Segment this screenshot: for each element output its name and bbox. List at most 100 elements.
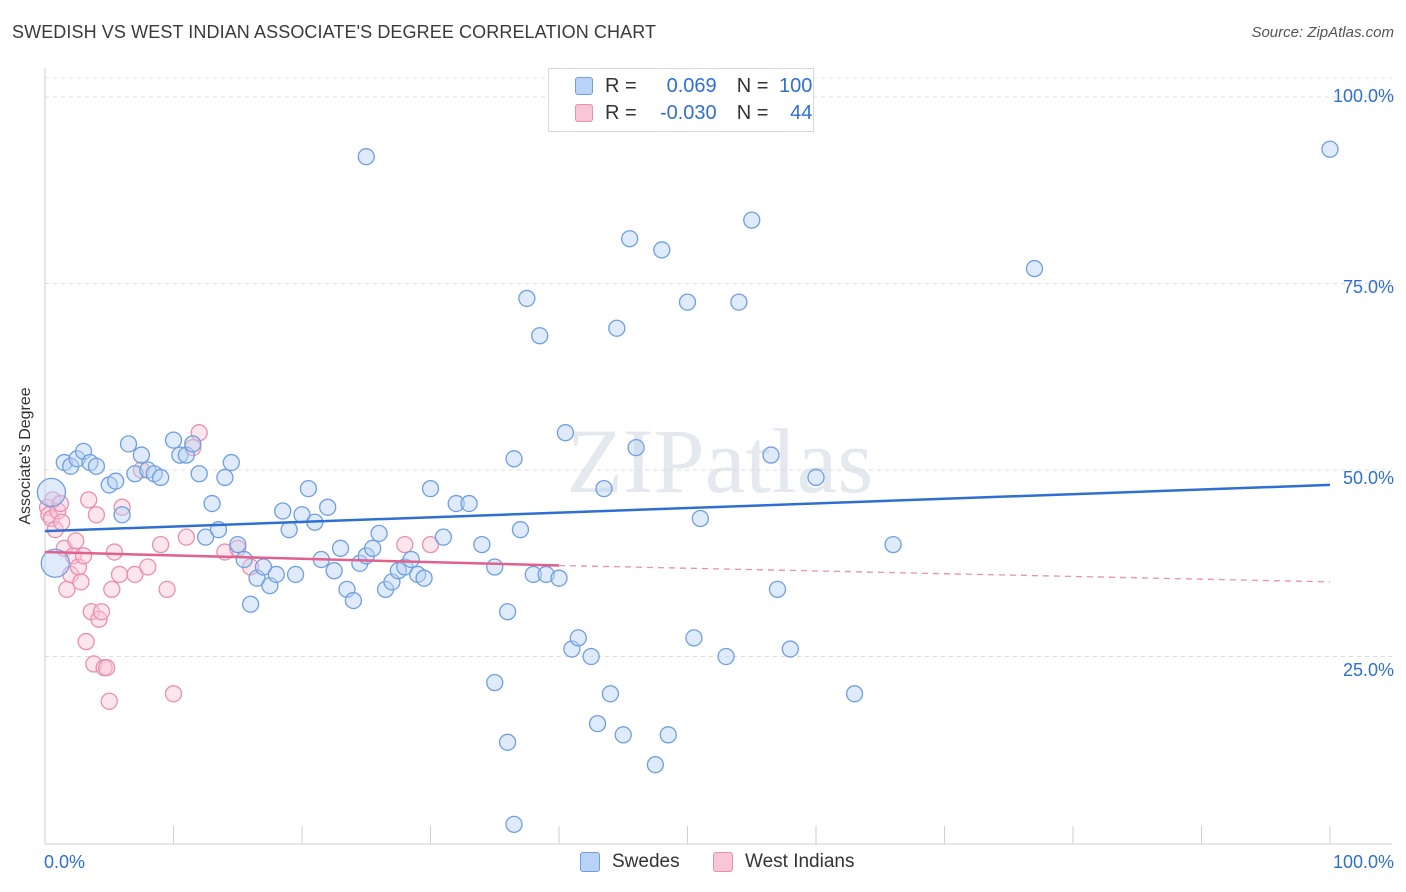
swedes-point[interactable] (659, 726, 677, 744)
swedes-point[interactable] (184, 435, 202, 453)
swedes-point[interactable] (1025, 259, 1044, 278)
swedes-point[interactable] (781, 640, 799, 658)
swedes-point[interactable] (280, 521, 298, 539)
swedes-point[interactable] (164, 431, 183, 449)
west-indians-point[interactable] (103, 580, 121, 599)
swedes-point[interactable] (498, 603, 517, 621)
swedes-point[interactable] (678, 293, 697, 311)
swedes-point[interactable] (768, 580, 787, 599)
swedes-point[interactable] (434, 528, 453, 546)
swedes-point[interactable] (286, 565, 305, 584)
swedes-point[interactable] (151, 468, 170, 487)
swedes-point[interactable] (241, 595, 260, 613)
swedes-point[interactable] (511, 521, 530, 539)
swedes-point[interactable] (498, 733, 517, 751)
swedes-point[interactable] (132, 446, 151, 464)
swedes-point[interactable] (107, 472, 125, 490)
swedes-point[interactable] (646, 756, 665, 774)
west-indians-point[interactable] (164, 685, 183, 703)
swedes-point[interactable] (845, 685, 864, 703)
swedes-point[interactable] (627, 438, 645, 457)
swedes-point[interactable] (460, 494, 478, 513)
swedes-point[interactable] (421, 479, 440, 498)
west-indians-point[interactable] (98, 659, 116, 677)
west-indians-point[interactable] (421, 535, 440, 554)
swedes-point[interactable] (621, 230, 639, 248)
swedes-point[interactable] (357, 148, 375, 166)
swedes-point[interactable] (447, 494, 465, 513)
west-indians-point[interactable] (105, 543, 124, 561)
swedes-point[interactable] (531, 327, 549, 345)
swedes-point[interactable] (473, 535, 491, 554)
swedes-point[interactable] (556, 424, 575, 442)
west-indians-point[interactable] (126, 565, 144, 584)
swedes-point[interactable] (331, 539, 350, 557)
swedes-point[interactable] (40, 548, 70, 578)
west-indians-point[interactable] (92, 603, 111, 621)
swedes-point[interactable] (370, 524, 388, 543)
swedes-point[interactable] (685, 629, 703, 647)
swedes-point[interactable] (235, 550, 253, 569)
swedes-point[interactable] (274, 502, 292, 520)
swedes-point[interactable] (319, 498, 337, 516)
swedes-point[interactable] (653, 241, 671, 259)
west-indians-point[interactable] (158, 580, 176, 599)
swedes-point[interactable] (126, 465, 144, 483)
swedes-point[interactable] (524, 565, 542, 584)
swedes-point[interactable] (1321, 140, 1339, 158)
swedes-point[interactable] (807, 468, 825, 487)
swedes-point[interactable] (762, 446, 780, 464)
west-indians-point[interactable] (53, 513, 71, 531)
swedes-point[interactable] (171, 446, 189, 464)
swedes-point[interactable] (325, 562, 343, 580)
swedes-point[interactable] (505, 815, 523, 833)
swedes-point[interactable] (743, 211, 761, 229)
swedes-point[interactable] (222, 453, 240, 472)
swedes-point[interactable] (216, 468, 234, 487)
swedes-point[interactable] (582, 647, 600, 666)
swedes-point[interactable] (691, 509, 709, 528)
swedes-point[interactable] (203, 494, 221, 513)
swedes-point[interactable] (550, 569, 568, 587)
swedes-point[interactable] (344, 591, 363, 610)
swedes-point[interactable] (884, 535, 902, 554)
swedes-point[interactable] (537, 565, 555, 584)
swedes-point[interactable] (608, 319, 626, 337)
swedes-point[interactable] (364, 539, 382, 557)
swedes-point[interactable] (267, 565, 285, 584)
swedes-point[interactable] (505, 450, 523, 468)
swedes-point[interactable] (614, 726, 632, 744)
west-indians-point[interactable] (110, 565, 129, 584)
west-indians-point[interactable] (139, 558, 157, 576)
swedes-point[interactable] (518, 289, 536, 308)
swedes-point[interactable] (415, 569, 433, 587)
swedes-point[interactable] (717, 647, 735, 666)
swedes-point[interactable] (299, 479, 318, 498)
swedes-point[interactable] (486, 558, 504, 576)
swedes-point[interactable] (588, 714, 607, 733)
west-indians-point[interactable] (80, 491, 98, 509)
swedes-point[interactable] (36, 477, 67, 508)
swedes-point[interactable] (601, 685, 620, 703)
west-indians-point[interactable] (396, 535, 414, 554)
west-indians-point[interactable] (67, 532, 85, 550)
west-indians-point[interactable] (177, 528, 196, 546)
swedes-point[interactable] (486, 673, 504, 692)
west-indians-point[interactable] (100, 692, 118, 710)
swedes-point[interactable] (730, 293, 748, 311)
west-indians-point[interactable] (58, 580, 76, 599)
swedes-point[interactable] (119, 435, 138, 453)
west-indians-point[interactable] (74, 547, 93, 565)
west-indians-point[interactable] (151, 535, 170, 554)
west-indians-point[interactable] (85, 655, 103, 673)
swedes-point[interactable] (196, 528, 215, 546)
swedes-point[interactable] (113, 506, 131, 524)
west-indians-point[interactable] (72, 573, 90, 591)
swedes-point[interactable] (190, 465, 208, 483)
west-indians-point[interactable] (87, 506, 106, 524)
swedes-point[interactable] (402, 550, 420, 569)
legend-item-west-indians[interactable]: West Indians (713, 851, 854, 873)
swedes-point[interactable] (569, 629, 587, 647)
swedes-point[interactable] (229, 535, 247, 554)
swedes-point[interactable] (87, 457, 106, 475)
